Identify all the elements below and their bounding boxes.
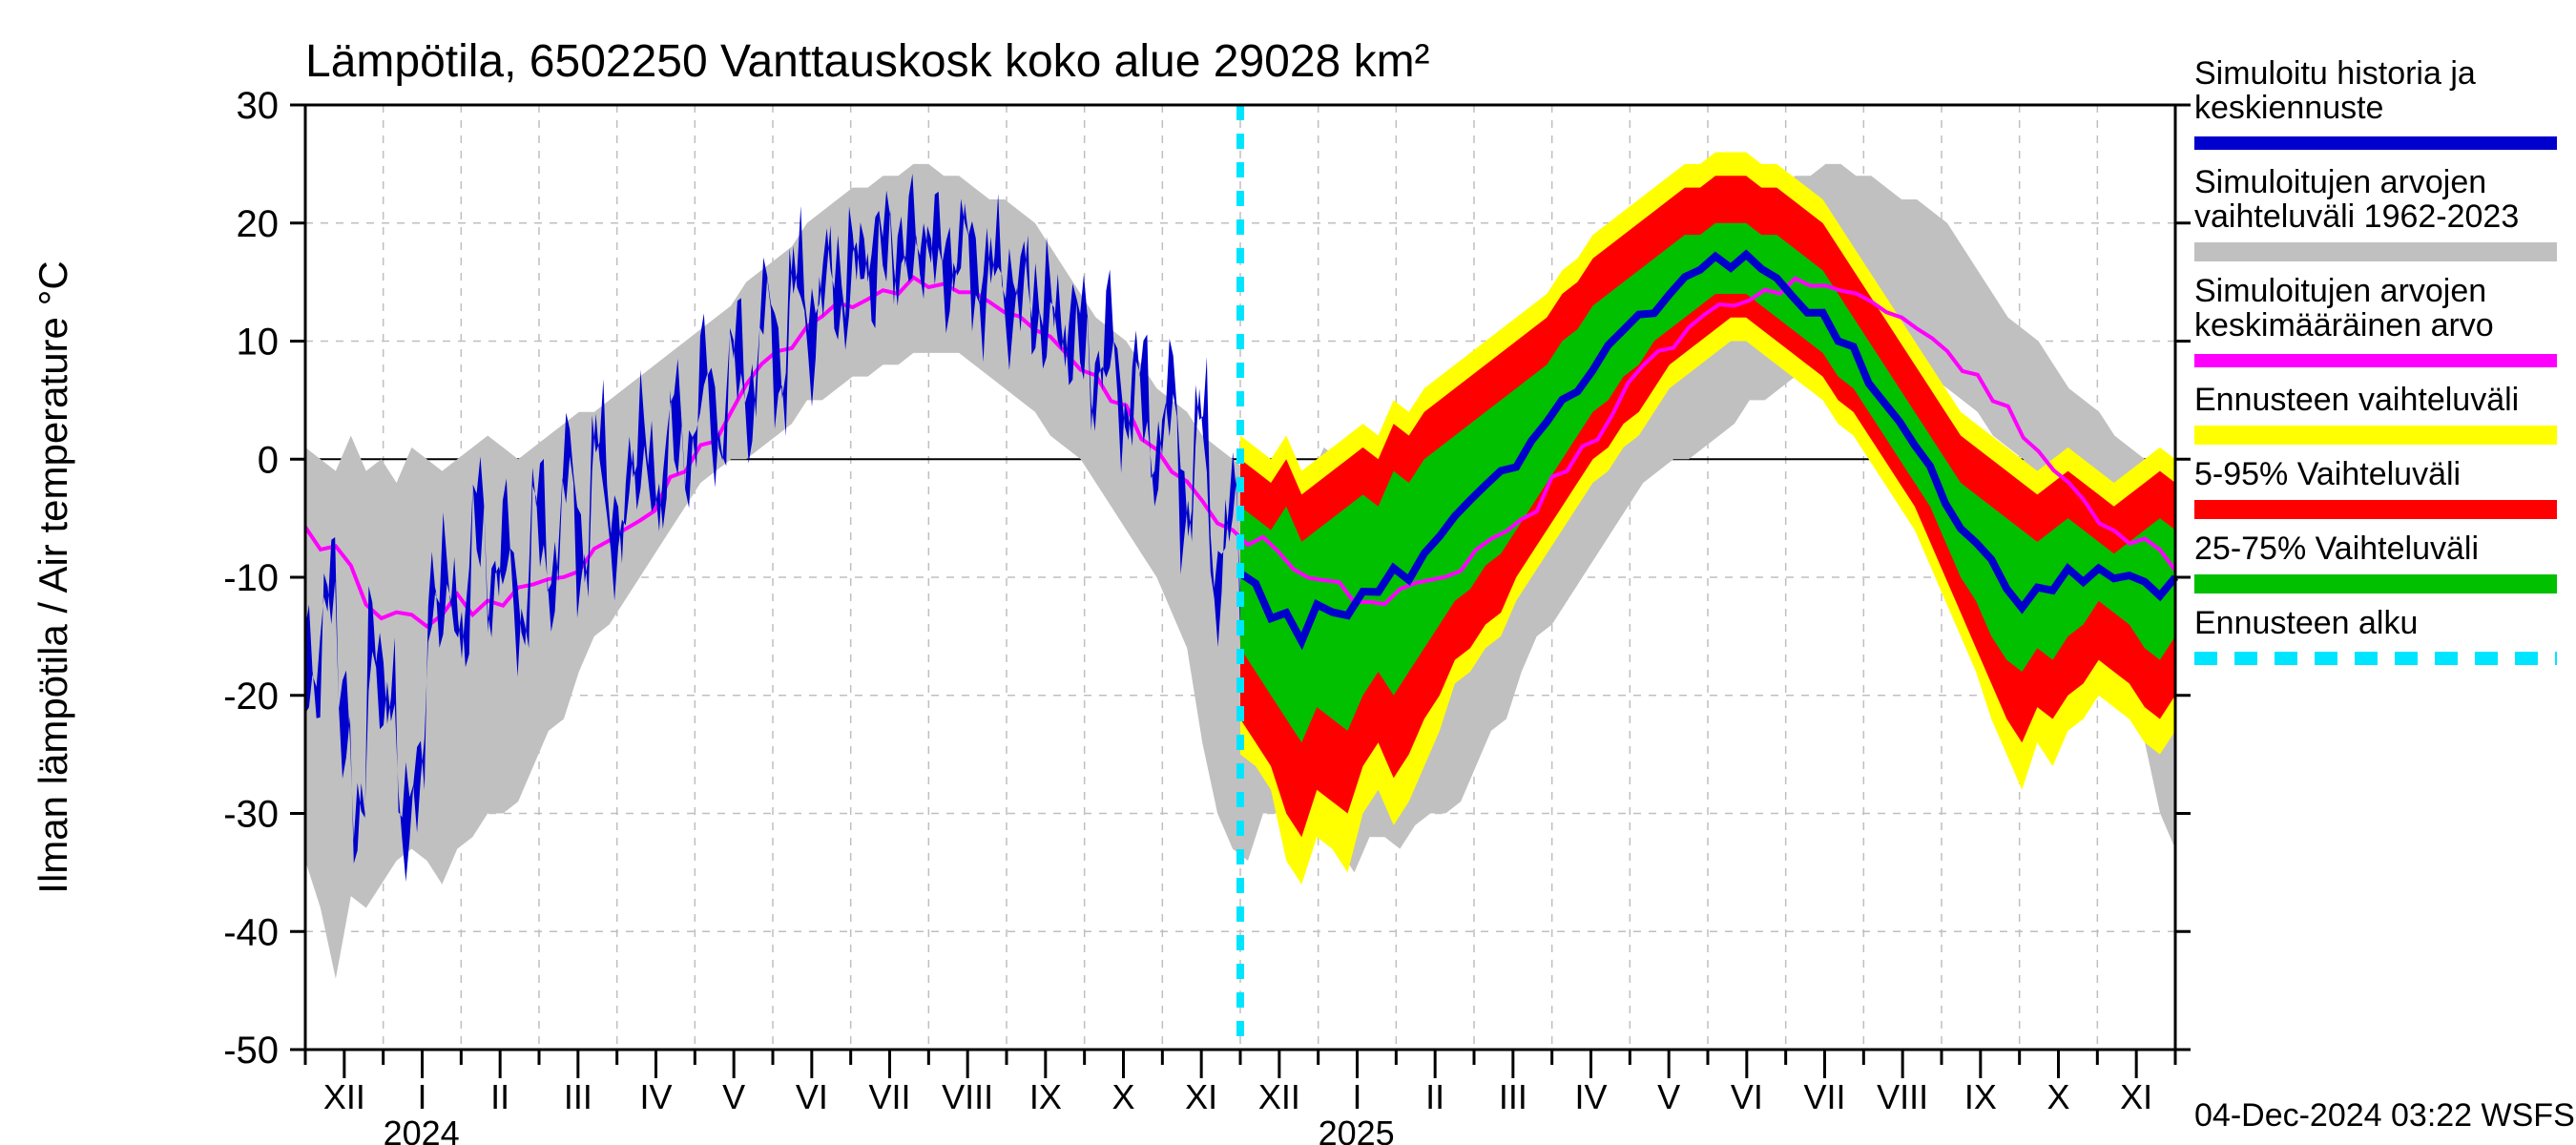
legend-label: vaihteluväli 1962-2023 [2194,198,2519,235]
x-month-label: II [490,1077,509,1116]
x-month-label: IV [1574,1077,1607,1116]
y-tick-label: -40 [223,911,279,953]
x-month-label: IX [1964,1077,1997,1116]
x-month-label: III [564,1077,592,1116]
y-tick-label: -50 [223,1030,279,1072]
x-month-label: VII [868,1077,910,1116]
x-month-label: VIII [1877,1077,1928,1116]
legend-label: Simuloitu historia ja [2194,55,2476,92]
y-tick-label: -10 [223,557,279,599]
legend-label: keskiennuste [2194,90,2383,126]
legend-label: Ennusteen alku [2194,605,2418,641]
x-month-label: VI [796,1077,828,1116]
legend-label: keskimääräinen arvo [2194,307,2494,344]
y-tick-label: 30 [237,85,280,127]
x-month-label: IX [1029,1077,1062,1116]
y-tick-label: 10 [237,322,280,364]
x-month-label: V [722,1077,745,1116]
x-month-label: VI [1731,1077,1763,1116]
x-month-label: X [2046,1077,2069,1116]
legend-item: Ennusteen vaihteluväli [2194,382,2557,445]
legend-label: Ennusteen vaihteluväli [2194,382,2519,418]
x-month-label: XI [1185,1077,1217,1116]
legend-label: Simuloitujen arvojen [2194,164,2486,200]
y-tick-label: -20 [223,676,279,718]
chart-footer: 04-Dec-2024 03:22 WSFS-O [2194,1097,2576,1134]
legend-label: Simuloitujen arvojen [2194,273,2486,309]
x-year-label: 2025 [1319,1114,1395,1145]
legend-swatch [2194,574,2557,593]
x-month-label: IV [639,1077,672,1116]
y-tick-label: 20 [237,203,280,245]
legend-label: 25-75% Vaihteluväli [2194,531,2479,567]
x-month-label: I [417,1077,426,1116]
x-month-label: X [1111,1077,1134,1116]
x-month-label: II [1425,1077,1444,1116]
x-month-label: VII [1803,1077,1845,1116]
x-month-label: XI [2120,1077,2152,1116]
x-month-label: XII [323,1077,365,1116]
x-month-label: XII [1258,1077,1300,1116]
chart-title: Lämpötila, 6502250 Vanttauskosk koko alu… [305,36,1430,87]
x-month-label: VIII [942,1077,993,1116]
y-tick-label: 0 [258,439,279,481]
x-year-label: 2024 [384,1114,460,1145]
legend-swatch [2194,242,2557,261]
x-month-label: III [1499,1077,1527,1116]
x-month-label: V [1657,1077,1680,1116]
legend-swatch [2194,426,2557,445]
x-month-label: I [1352,1077,1361,1116]
chart-container: -50-40-30-20-100102030XIIIIIIIIIVVVIVIIV… [0,0,2576,1145]
y-tick-label: -30 [223,794,279,836]
temperature-chart: -50-40-30-20-100102030XIIIIIIIIIVVVIVIIV… [0,0,2576,1145]
y-axis-label: Ilman lämpötila / Air temperature °C [31,260,75,893]
legend-swatch [2194,500,2557,519]
legend-label: 5-95% Vaihteluväli [2194,456,2461,492]
